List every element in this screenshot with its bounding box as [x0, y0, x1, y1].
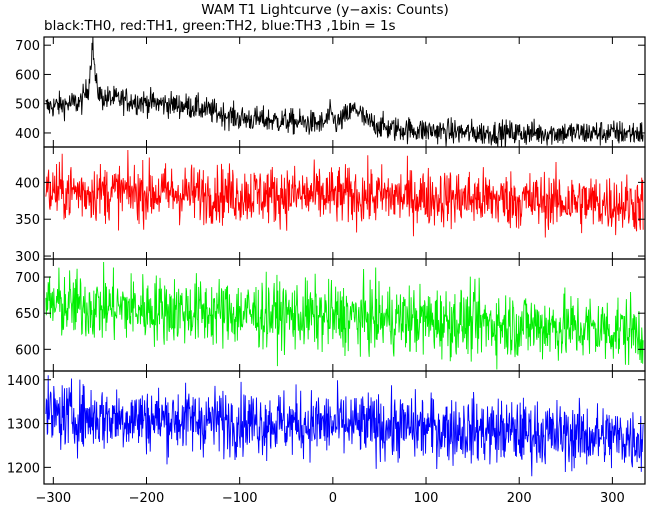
series-line-th2 — [45, 262, 644, 370]
series-line-th3 — [45, 375, 644, 477]
y-tick-label-th1-400: 400 — [15, 176, 40, 191]
series-line-th1 — [45, 149, 644, 238]
x-tick-label-0: 0 — [329, 491, 337, 505]
x-tick-label--200: −200 — [129, 491, 165, 505]
y-tick-label-th0-400: 400 — [15, 127, 40, 142]
y-tick-label-th2-650: 650 — [15, 307, 40, 322]
y-tick-label-th3-1300: 1300 — [7, 418, 40, 433]
x-tick-label-300: 300 — [600, 491, 625, 505]
y-tick-label-th1-350: 350 — [15, 213, 40, 228]
y-tick-label-th3-1400: 1400 — [7, 374, 40, 389]
y-tick-label-th1-300: 300 — [15, 250, 40, 265]
x-tick-label-100: 100 — [414, 491, 439, 505]
y-tick-label-th3-1200: 1200 — [7, 461, 40, 476]
y-tick-label-th2-600: 600 — [15, 343, 40, 358]
panel-frame-th0 — [43, 36, 646, 148]
x-tick-label-200: 200 — [507, 491, 532, 505]
y-tick-label-th2-700: 700 — [15, 271, 40, 286]
y-tick-label-th0-700: 700 — [15, 39, 40, 54]
x-tick-label--100: −100 — [222, 491, 258, 505]
panel-frame-th3 — [43, 370, 646, 485]
chart-subtitle: black:TH0, red:TH1, green:TH2, blue:TH3 … — [44, 18, 396, 34]
x-tick-label--300: −300 — [35, 491, 71, 505]
y-tick-label-th0-500: 500 — [15, 98, 40, 113]
chart-title: WAM T1 Lightcurve (y−axis: Counts) — [201, 2, 449, 18]
y-tick-label-th0-600: 600 — [15, 68, 40, 83]
series-line-th0 — [45, 37, 644, 147]
